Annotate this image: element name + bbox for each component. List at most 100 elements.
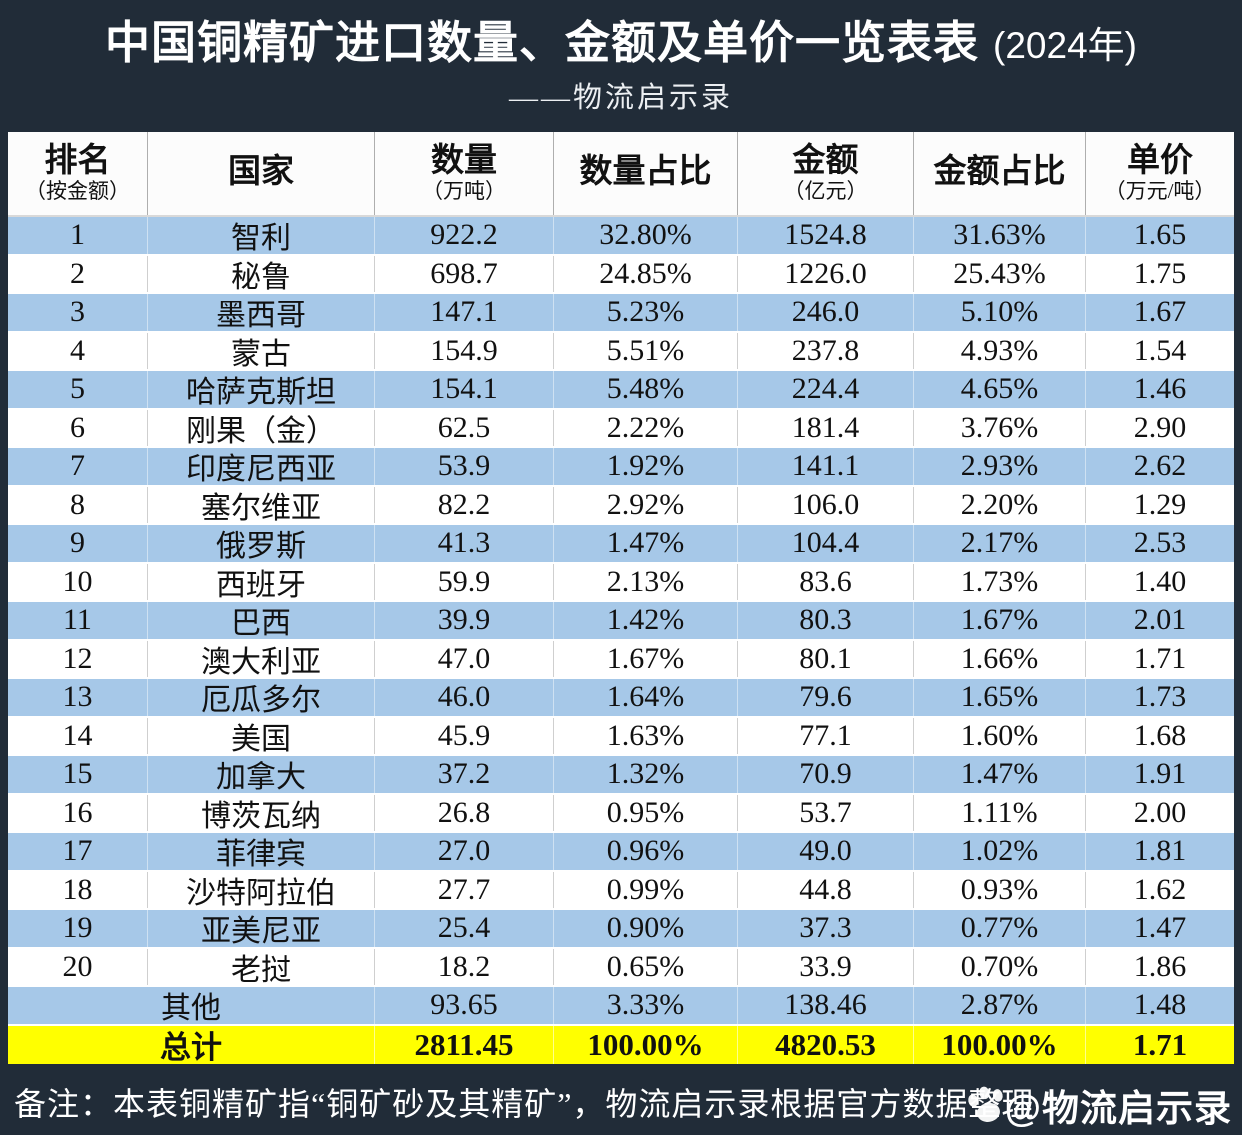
- table-body: 1 智利 922.2 32.80% 1524.8 31.63% 1.65 2 秘鲁 698.7 24…: [8, 217, 1234, 1065]
- country-cell: 老挝: [148, 948, 375, 987]
- amount-share-cell: 3.76%: [914, 409, 1086, 446]
- amount-share-cell: 0.70%: [914, 948, 1086, 985]
- watermark: @物流启示录: [967, 1078, 1232, 1132]
- column-header-label: 金额占比: [933, 154, 1066, 191]
- column-header-unit-price: 单价 （万元/吨）: [1086, 132, 1234, 215]
- quantity-cell: 26.8: [375, 794, 554, 831]
- rank-cell: 6: [8, 409, 148, 446]
- quantity-cell: 154.9: [375, 332, 554, 369]
- quantity-share-cell: 24.85%: [554, 255, 738, 292]
- amount-cell: 246.0: [738, 294, 914, 331]
- amount-share-cell: 5.10%: [914, 294, 1086, 331]
- quantity-cell: 53.9: [375, 448, 554, 485]
- country-cell: 美国: [148, 717, 375, 756]
- rank-cell: 20: [8, 948, 148, 985]
- price-cell: 1.54: [1133, 333, 1187, 367]
- table-row: 19 亚美尼亚 25.4 0.90% 37.3 0.77% 1.47: [8, 910, 1234, 949]
- amount-cell: 104.4: [738, 525, 914, 562]
- quantity-cell: 147.1: [375, 294, 554, 331]
- quantity-cell: 41.3: [375, 525, 554, 562]
- watermark-text: @物流启示录: [1004, 1088, 1232, 1129]
- quantity-share-cell: 3.33%: [554, 987, 738, 1024]
- quantity-share-cell: 5.48%: [554, 371, 738, 408]
- table-row: 2 秘鲁 698.7 24.85% 1226.0 25.43% 1.75: [8, 255, 1234, 294]
- table-row: 总计 2811.45 100.00% 4820.53 100.00% 1.71: [8, 1025, 1234, 1065]
- price-cell: 1.75: [1133, 256, 1187, 290]
- amount-cell: 33.9: [738, 948, 914, 985]
- amount-cell: 77.1: [738, 717, 914, 754]
- quantity-share-cell: 2.92%: [554, 486, 738, 523]
- price-cell: 1.62: [1133, 872, 1187, 906]
- country-cell: 亚美尼亚: [148, 910, 375, 948]
- column-header-label: 数量占比: [579, 154, 712, 191]
- country-cell: 俄罗斯: [148, 525, 375, 563]
- page-title: 中国铜精矿进口数量、金额及单价一览表表 (2024年): [105, 18, 1137, 68]
- label-cell: 总计: [8, 1025, 375, 1065]
- rank-cell: 5: [8, 371, 148, 408]
- paw-icon: [968, 1086, 1003, 1122]
- quantity-share-cell: 1.32%: [554, 756, 738, 793]
- country-cell: 加拿大: [148, 756, 375, 794]
- rank-cell: 2: [8, 255, 148, 292]
- amount-cell: 181.4: [738, 409, 914, 446]
- quantity-share-cell: 0.95%: [554, 794, 738, 831]
- table-row: 20 老挝 18.2 0.65% 33.9 0.70% 1.86: [8, 948, 1234, 987]
- rank-cell: 18: [8, 871, 148, 908]
- amount-cell: 44.8: [738, 871, 914, 908]
- country-cell: 菲律宾: [148, 833, 375, 871]
- amount-share-cell: 0.77%: [914, 910, 1086, 947]
- price-cell: 1.68: [1133, 718, 1187, 752]
- quantity-cell: 922.2: [375, 217, 554, 254]
- amount-cell: 80.3: [738, 602, 914, 639]
- amount-cell: 70.9: [738, 756, 914, 793]
- quantity-cell: 37.2: [375, 756, 554, 793]
- country-cell: 印度尼西亚: [148, 448, 375, 486]
- rank-cell: 9: [8, 525, 148, 562]
- quantity-cell: 25.4: [375, 910, 554, 947]
- table-row: 9 俄罗斯 41.3 1.47% 104.4 2.17% 2.53: [8, 525, 1234, 564]
- amount-share-cell: 1.66%: [914, 640, 1086, 677]
- quantity-share-cell: 2.22%: [554, 409, 738, 446]
- table-row: 17 菲律宾 27.0 0.96% 49.0 1.02% 1.81: [8, 833, 1234, 872]
- quantity-cell: 62.5: [375, 409, 554, 446]
- price-cell: 1.47: [1133, 911, 1187, 945]
- quantity-cell: 698.7: [375, 255, 554, 292]
- column-header-label: 排名: [44, 142, 111, 179]
- page-title-year: (2024年): [993, 25, 1137, 67]
- table-row: 7 印度尼西亚 53.9 1.92% 141.1 2.93% 2.62: [8, 448, 1234, 487]
- quantity-cell: 2811.45: [375, 1025, 554, 1064]
- quantity-cell: 27.0: [375, 833, 554, 870]
- rank-cell: 3: [8, 294, 148, 331]
- country-cell: 哈萨克斯坦: [148, 371, 375, 409]
- price-cell: 1.40: [1133, 564, 1187, 598]
- country-cell: 博茨瓦纳: [148, 794, 375, 833]
- column-header-quantity-share: 数量占比: [554, 132, 738, 215]
- amount-share-cell: 4.93%: [914, 332, 1086, 369]
- rank-cell: 15: [8, 756, 148, 793]
- table-row: 15 加拿大 37.2 1.32% 70.9 1.47% 1.91: [8, 756, 1234, 795]
- price-cell: 1.48: [1133, 988, 1187, 1022]
- country-cell: 墨西哥: [148, 294, 375, 332]
- rank-cell: 12: [8, 640, 148, 677]
- table-row: 13 厄瓜多尔 46.0 1.64% 79.6 1.65% 1.73: [8, 679, 1234, 718]
- rank-cell: 17: [8, 833, 148, 870]
- quantity-cell: 39.9: [375, 602, 554, 639]
- amount-cell: 49.0: [738, 833, 914, 870]
- quantity-cell: 154.1: [375, 371, 554, 408]
- table-row: 11 巴西 39.9 1.42% 80.3 1.67% 2.01: [8, 602, 1234, 641]
- quantity-share-cell: 0.96%: [554, 833, 738, 870]
- quantity-share-cell: 1.63%: [554, 717, 738, 754]
- table-row: 8 塞尔维亚 82.2 2.92% 106.0 2.20% 1.29: [8, 486, 1234, 525]
- rank-cell: 19: [8, 910, 148, 947]
- rank-cell: 4: [8, 332, 148, 369]
- quantity-share-cell: 1.47%: [554, 525, 738, 562]
- country-cell: 西班牙: [148, 563, 375, 602]
- country-cell: 沙特阿拉伯: [148, 871, 375, 910]
- column-header-sublabel: （万吨）: [422, 179, 506, 204]
- quantity-share-cell: 1.92%: [554, 448, 738, 485]
- quantity-share-cell: 2.13%: [554, 563, 738, 600]
- amount-cell: 80.1: [738, 640, 914, 677]
- rank-cell: 14: [8, 717, 148, 754]
- quantity-share-cell: 1.67%: [554, 640, 738, 677]
